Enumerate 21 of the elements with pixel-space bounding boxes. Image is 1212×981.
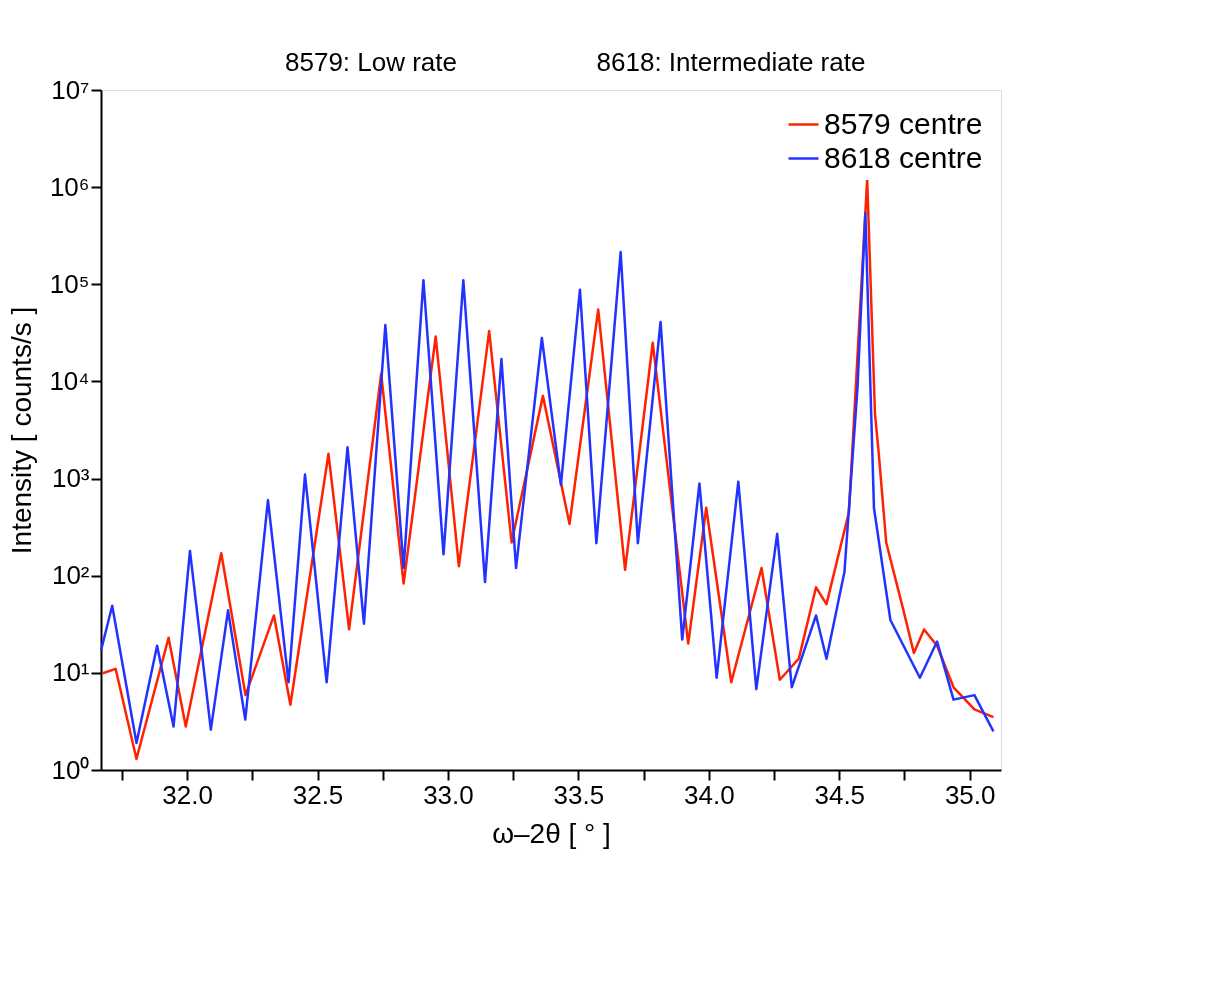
y-tick-label: 10² — [51, 560, 90, 591]
legend-label: 8579 centre — [824, 106, 983, 140]
y-tick-label: 10⁰ — [51, 754, 90, 785]
y-tick-label: 10⁷ — [51, 74, 90, 105]
x-tick-label: 33.5 — [553, 779, 605, 810]
x-tick-label: 32.5 — [292, 779, 344, 810]
x-tick-label: 34.5 — [814, 779, 866, 810]
x-axis-title: ω–2θ [ ° ] — [492, 817, 611, 849]
text: 8579: Low rate — [284, 47, 458, 77]
legend-label: 8618 centre — [824, 140, 983, 174]
y-tick-label: 10⁶ — [49, 171, 90, 202]
y-tick-label: 10³ — [51, 463, 90, 494]
y-axis-title: Intensity [ counts/s ] — [6, 306, 38, 555]
x-tick-label: 34.0 — [684, 779, 735, 810]
text: 8618: Intermediate rate — [596, 47, 866, 77]
x-tick-label: 35.0 — [944, 779, 996, 810]
y-tick-label: 10⁵ — [49, 268, 90, 299]
x-tick-label: 33.0 — [423, 779, 474, 810]
x-tick-label: 32.0 — [162, 779, 213, 810]
y-tick-label: 10¹ — [51, 657, 90, 688]
y-tick-label: 10⁴ — [49, 365, 90, 396]
